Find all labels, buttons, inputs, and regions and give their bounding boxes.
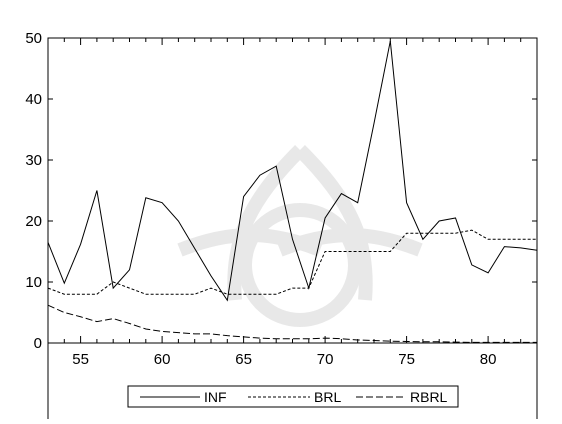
legend: INF BRL RBRL <box>127 385 459 408</box>
series-line-inf <box>47 40 538 302</box>
y-tick-label: 0 <box>34 335 42 352</box>
y-tick-label: 20 <box>25 213 42 230</box>
series-line-rbrl <box>47 304 537 343</box>
x-tick-label: 70 <box>317 351 334 368</box>
watermark-arc-2 <box>295 145 373 301</box>
plot-frame <box>47 37 538 344</box>
x-tick-label: 80 <box>480 351 497 368</box>
y-tick-label: 30 <box>25 152 42 169</box>
y-tick-label: 40 <box>25 91 42 108</box>
legend-label-brl: BRL <box>314 389 341 405</box>
x-tick-label: 60 <box>154 351 171 368</box>
y-axis: 0 10 20 30 40 50 <box>25 30 537 352</box>
watermark-ring <box>238 203 362 327</box>
y-tick-label: 10 <box>25 274 42 291</box>
legend-label-rbrl: RBRL <box>410 389 448 405</box>
watermark <box>177 145 423 327</box>
watermark-arc-1 <box>227 145 305 301</box>
x-axis: 55 60 65 70 75 80 <box>47 38 538 368</box>
series-layer <box>47 40 538 343</box>
legend-label-inf: INF <box>204 389 227 405</box>
series-line-brl <box>47 229 537 295</box>
x-tick-label: 75 <box>398 351 415 368</box>
x-tick-label: 55 <box>72 351 89 368</box>
x-tick-label: 65 <box>235 351 252 368</box>
y-tick-label: 50 <box>25 30 42 47</box>
watermark-arc-4 <box>277 228 423 257</box>
